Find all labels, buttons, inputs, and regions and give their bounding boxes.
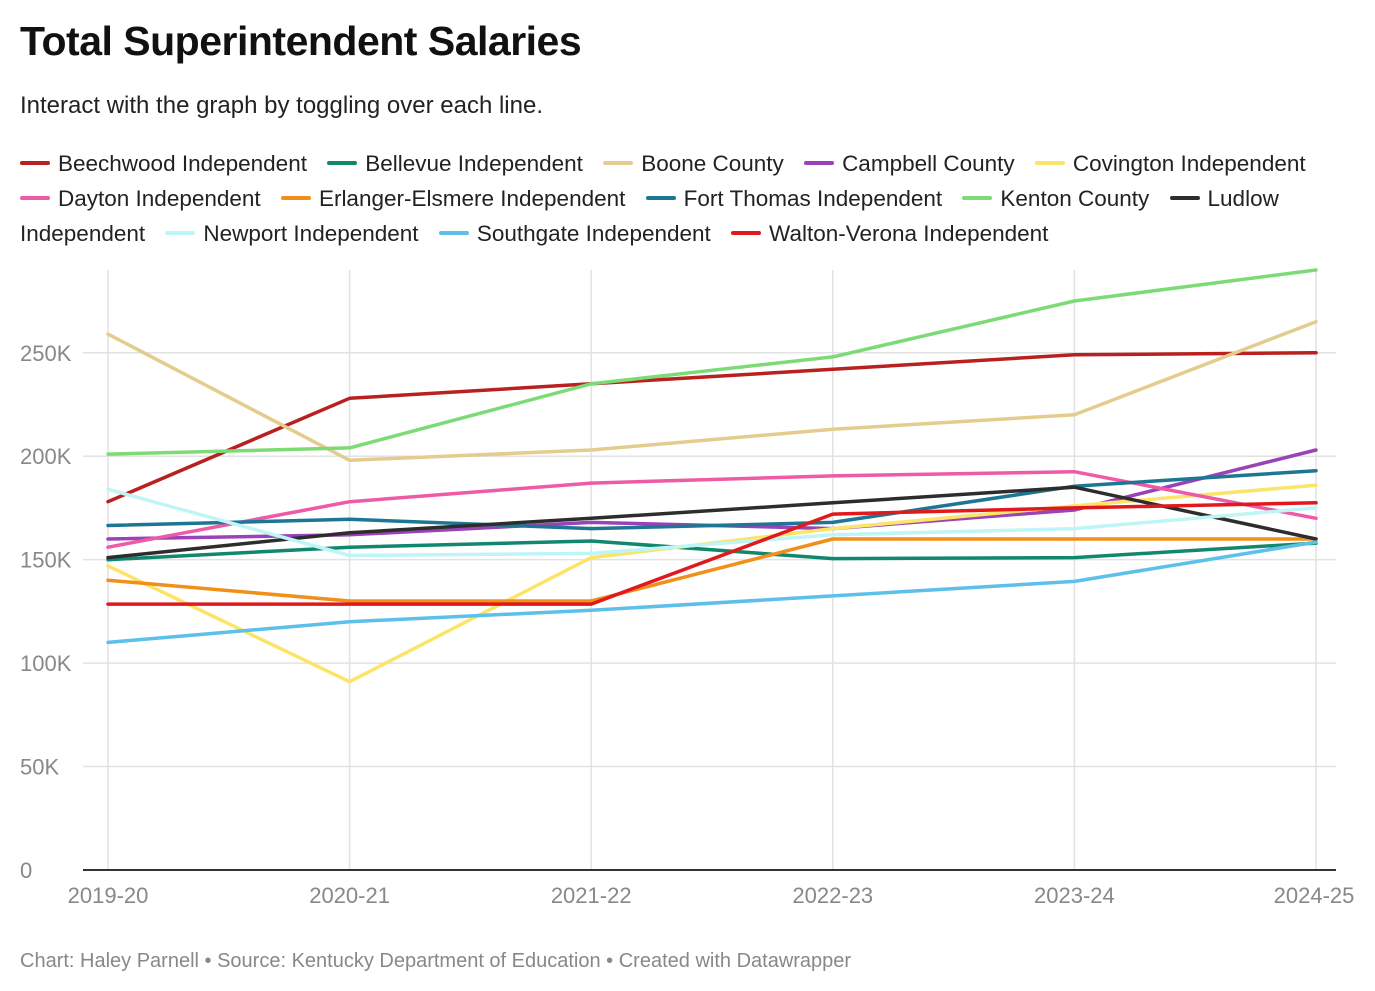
legend-item-dayton-independent[interactable]: Dayton Independent [20, 186, 261, 211]
legend-swatch [731, 231, 762, 236]
legend-label: Beechwood Independent [58, 151, 307, 176]
x-tick-label: 2024-25 [1274, 883, 1355, 908]
legend-swatch [327, 161, 358, 166]
y-tick-label: 150K [20, 548, 72, 573]
legend-swatch [438, 231, 469, 236]
legend-label: Ludlow Independent [20, 186, 1279, 246]
legend-label: Southgate Independent [476, 221, 711, 246]
legend-label: Walton-Verona Independent [769, 221, 1049, 246]
y-tick-label: 250K [20, 341, 72, 366]
legend-label: Fort Thomas Independent [683, 186, 943, 211]
chart-axes: 0 50K 100K 150K 200K 250K 2019-20 2020-21 2021-2… [20, 341, 1354, 908]
legend-item-erlanger-elsmere-independent[interactable]: Erlanger-Elsmere Independent [280, 186, 626, 211]
legend-swatch [1034, 161, 1065, 166]
chart-subtitle: Interact with the graph by toggling over… [20, 92, 543, 119]
chart-legend: Beechwood Independent Bellevue Independe… [20, 146, 1340, 251]
legend-item-ludlow-independent[interactable]: Ludlow Independent [20, 186, 1279, 246]
y-tick-label: 50K [20, 755, 59, 780]
legend-item-kenton-county[interactable]: Kenton County [962, 186, 1149, 211]
legend-item-beechwood-independent[interactable]: Beechwood Independent [20, 151, 307, 176]
legend-label: Erlanger-Elsmere Independent [318, 186, 626, 211]
x-tick-label: 2019-20 [68, 883, 149, 908]
legend-label: Kenton County [1000, 186, 1150, 211]
series-line-dayton-independent[interactable] [106, 469, 1318, 549]
legend-item-campbell-county[interactable]: Campbell County [804, 151, 1015, 176]
series-line-ludlow-independent[interactable] [106, 485, 1318, 560]
legend-label: Campbell County [842, 151, 1015, 176]
legend-swatch [645, 196, 676, 201]
legend-item-fort-thomas-independent[interactable]: Fort Thomas Independent [645, 186, 943, 211]
legend-swatch [20, 196, 50, 201]
legend-label: Covington Independent [1072, 151, 1306, 176]
series-line-kenton-county[interactable] [106, 268, 1318, 456]
legend-label: Newport Independent [203, 221, 419, 246]
legend-swatch [165, 231, 196, 236]
series-line-beechwood-independent[interactable] [106, 351, 1318, 504]
legend-item-boone-county[interactable]: Boone County [603, 151, 784, 176]
x-tick-label: 2021-22 [551, 883, 632, 908]
series-line-southgate-independent[interactable] [106, 540, 1318, 645]
series-line-fort-thomas-independent[interactable] [106, 468, 1318, 531]
series-line-erlanger-elsmere-independent[interactable] [106, 537, 1318, 603]
legend-label: Boone County [641, 151, 784, 176]
legend-label: Dayton Independent [58, 186, 261, 211]
legend-item-southgate-independent[interactable]: Southgate Independent [438, 221, 711, 246]
series-line-newport-independent[interactable] [106, 487, 1318, 558]
legend-swatch [1169, 196, 1200, 201]
chart-footer: Chart: Haley Parnell • Source: Kentucky … [20, 950, 852, 972]
chart-lines [106, 268, 1318, 684]
series-line-boone-county[interactable] [106, 319, 1318, 463]
legend-swatch [20, 161, 50, 166]
y-tick-label: 100K [20, 651, 72, 676]
x-tick-label: 2023-24 [1034, 883, 1115, 908]
series-line-bellevue-independent[interactable] [106, 539, 1318, 562]
y-tick-label: 0 [20, 858, 32, 883]
series-line-walton-verona-independent[interactable] [106, 501, 1318, 606]
chart-title: Total Superintendent Salaries [20, 18, 582, 64]
legend-item-walton-verona-independent[interactable]: Walton-Verona Independent [731, 221, 1048, 246]
legend-item-covington-independent[interactable]: Covington Independent [1034, 151, 1306, 176]
legend-label: Bellevue Independent [365, 151, 583, 176]
legend-swatch [280, 196, 311, 201]
legend-swatch [603, 161, 634, 166]
x-tick-label: 2022-23 [792, 883, 873, 908]
legend-swatch [804, 161, 835, 166]
y-tick-label: 200K [20, 444, 72, 469]
legend-swatch [962, 196, 993, 201]
legend-item-newport-independent[interactable]: Newport Independent [165, 221, 419, 246]
legend-item-bellevue-independent[interactable]: Bellevue Independent [327, 151, 583, 176]
x-tick-label: 2020-21 [309, 883, 390, 908]
